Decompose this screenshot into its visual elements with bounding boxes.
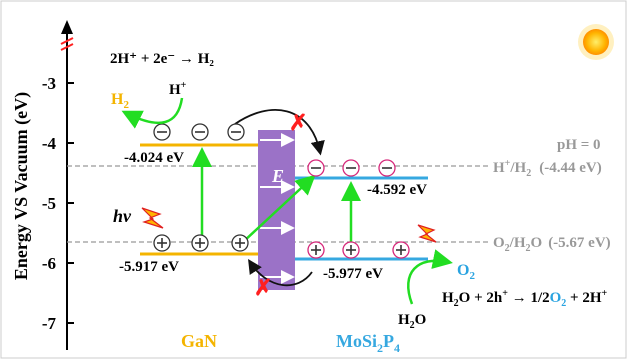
gan-material-label: GaN bbox=[181, 331, 217, 351]
mosi-hole bbox=[307, 241, 325, 259]
gan-electron bbox=[153, 123, 171, 141]
lightning-icon bbox=[417, 224, 437, 243]
photon-label: hv bbox=[113, 206, 132, 226]
y-axis bbox=[60, 20, 74, 350]
gan-hole bbox=[231, 234, 249, 252]
gan-electron bbox=[227, 123, 245, 141]
ph-label: pH = 0 bbox=[557, 137, 601, 153]
gan-vbm-label: -5.917 eV bbox=[119, 259, 179, 275]
y-tick-label: -3 bbox=[42, 74, 56, 93]
mosi-cbm-label: -4.592 eV bbox=[367, 182, 427, 198]
mosi-electron bbox=[378, 159, 396, 177]
mosi-material-label: MoSi2P4 bbox=[336, 331, 400, 355]
electron-transfer-arrow bbox=[234, 109, 325, 156]
y-tick-label: -5 bbox=[42, 194, 56, 213]
h-redox-label: H+/H2 (-4.44 eV) bbox=[493, 158, 602, 179]
mosi-electron bbox=[307, 159, 325, 177]
her-equation: 2H⁺ + 2e⁻ → H₂ bbox=[110, 51, 214, 67]
mosi-hole bbox=[342, 241, 360, 259]
y-tick-label: -6 bbox=[42, 254, 56, 273]
lightning-icon bbox=[141, 207, 164, 229]
y-tick-label: -7 bbox=[42, 314, 57, 333]
oer-arrow bbox=[407, 249, 453, 305]
sun-icon bbox=[578, 24, 614, 60]
gan-electron bbox=[191, 123, 209, 141]
oer-equation: H2O + 2h+ → 1/2O2 + 2H+ bbox=[442, 288, 608, 309]
o-redox-label: O2/H2O (-5.67 eV) bbox=[493, 235, 611, 254]
gan-hole bbox=[153, 234, 171, 252]
blocked-cross-icon: ✗ bbox=[254, 275, 272, 300]
water-reactant-label: H2O bbox=[398, 312, 426, 331]
electric-field-label: E bbox=[271, 166, 284, 186]
recombination-arrow bbox=[242, 174, 316, 243]
h2-product-label: H2 bbox=[111, 91, 129, 111]
y-tick-label: -4 bbox=[42, 134, 57, 153]
her-arrow bbox=[121, 97, 184, 129]
blocked-cross-icon: ✗ bbox=[289, 110, 307, 135]
h-plus-label: H+ bbox=[169, 80, 187, 98]
y-axis-label: Energy VS Vacuum (eV) bbox=[11, 92, 32, 280]
mosi-vbm-label: -5.977 eV bbox=[323, 266, 383, 282]
gan-cbm-label: -4.024 eV bbox=[124, 150, 184, 166]
o2-product-label: O2 bbox=[457, 262, 475, 282]
gan-hole bbox=[191, 234, 209, 252]
mosi-electron bbox=[342, 159, 360, 177]
mosi-hole bbox=[392, 241, 410, 259]
hole-transfer-arrow bbox=[248, 258, 313, 287]
